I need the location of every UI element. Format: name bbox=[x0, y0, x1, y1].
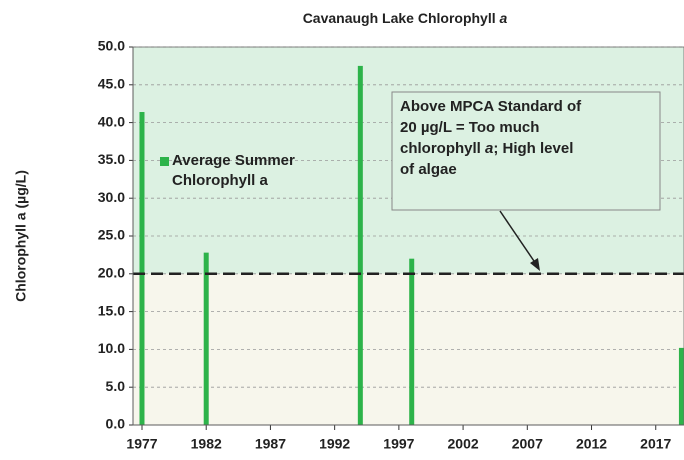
x-tick-label: 1977 bbox=[126, 436, 157, 452]
legend-label: Average Summer Chlorophyll a bbox=[172, 152, 295, 189]
x-tick-label: 1997 bbox=[383, 436, 414, 452]
annotation-text: Above MPCA Standard of bbox=[400, 98, 582, 115]
annotation-line: Above MPCA Standard of bbox=[400, 98, 582, 115]
bar bbox=[678, 347, 684, 425]
y-tick-label: 50.0 bbox=[98, 38, 125, 54]
y-tick-label: 10.0 bbox=[98, 340, 125, 356]
annotation-text: 20 µg/L = Too much bbox=[400, 119, 539, 136]
annotation-line: of algae bbox=[400, 161, 457, 178]
annotation-text: a bbox=[485, 140, 493, 157]
bar bbox=[203, 252, 209, 425]
annotation-line: 20 µg/L = Too much bbox=[400, 119, 539, 136]
title-italic: a bbox=[500, 10, 508, 26]
annotation-box bbox=[391, 91, 661, 211]
annotation-arrow bbox=[499, 210, 537, 265]
y-tick-label: 25.0 bbox=[98, 227, 125, 243]
x-tick-label: 2007 bbox=[512, 436, 543, 452]
y-tick-label: 15.0 bbox=[98, 302, 125, 318]
bar bbox=[409, 258, 415, 425]
y-tick-label: 40.0 bbox=[98, 113, 125, 129]
y-tick-label: 30.0 bbox=[98, 189, 125, 205]
x-tick-label: 1992 bbox=[319, 436, 350, 452]
chart-title: Cavanaugh Lake Chlorophyll a bbox=[303, 10, 508, 26]
legend-key bbox=[160, 157, 169, 166]
x-tick-label: 2002 bbox=[448, 436, 479, 452]
annotation-line: chlorophyll a; High level bbox=[400, 140, 573, 157]
title-text: Cavanaugh Lake Chlorophyll bbox=[303, 10, 500, 26]
plot-border bbox=[132, 46, 684, 426]
x-tick-label: 2012 bbox=[576, 436, 607, 452]
bar bbox=[357, 65, 363, 426]
x-tick-label: 2017 bbox=[640, 436, 671, 452]
y-tick-label: 20.0 bbox=[98, 265, 125, 281]
x-tick-label: 1982 bbox=[191, 436, 222, 452]
y-axis-label: Chlorophyll a (µg/L) bbox=[13, 170, 29, 302]
x-tick-label: 1987 bbox=[255, 436, 286, 452]
bar bbox=[139, 112, 145, 426]
annotation-text: of algae bbox=[400, 161, 457, 178]
annotation-text: ; High level bbox=[493, 140, 573, 157]
y-tick-label: 0.0 bbox=[106, 416, 126, 432]
annotation-text: chlorophyll bbox=[400, 140, 485, 157]
y-tick-label: 5.0 bbox=[106, 378, 126, 394]
y-tick-label: 45.0 bbox=[98, 76, 125, 92]
y-tick-label: 35.0 bbox=[98, 151, 125, 167]
annotation-arrowhead bbox=[530, 258, 540, 271]
